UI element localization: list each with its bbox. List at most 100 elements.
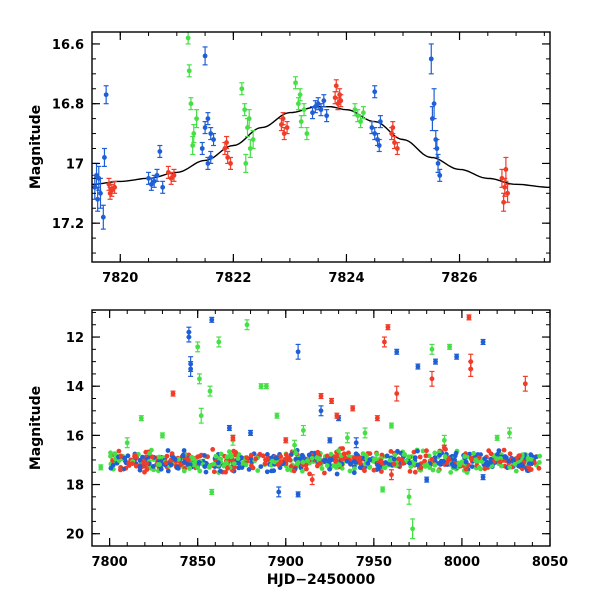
bottom-baseline-point — [303, 462, 309, 468]
bottom-baseline-point — [187, 466, 192, 471]
top-data-point — [352, 107, 358, 113]
bottom-baseline-point — [464, 470, 470, 475]
bottom-data-point — [244, 322, 250, 328]
bottom-baseline-point — [501, 447, 507, 453]
bottom-data-point — [295, 491, 301, 497]
bottom-series-blue — [186, 316, 486, 498]
top-data-point — [199, 146, 205, 151]
bottom-baseline-point — [441, 459, 446, 464]
bottom-baseline-point — [337, 462, 342, 468]
bottom-data-point — [98, 464, 104, 470]
bottom-baseline-point — [322, 459, 327, 465]
bottom-data-point — [309, 477, 315, 483]
top-y-tick-label: 17.2 — [52, 217, 84, 232]
top-data-point — [191, 131, 197, 136]
bottom-baseline-point — [332, 454, 338, 460]
top-data-point — [358, 119, 363, 125]
bottom-baseline-point — [285, 467, 290, 473]
bottom-baseline-point — [533, 454, 539, 460]
bottom-baseline-point — [309, 455, 315, 461]
bottom-baseline-point — [494, 456, 499, 462]
bottom-baseline-point — [395, 448, 400, 454]
bottom-baseline-point — [165, 468, 171, 474]
bottom-baseline-point — [340, 446, 345, 451]
bottom-data-point — [207, 388, 213, 394]
bottom-baseline-point — [537, 460, 542, 465]
top-data-point — [297, 92, 303, 98]
bottom-baseline-point — [293, 450, 299, 456]
top-data-point — [165, 169, 171, 175]
top-data-point — [160, 184, 166, 190]
top-data-point — [211, 137, 216, 142]
top-data-point — [168, 175, 174, 181]
bottom-baseline-point — [231, 461, 237, 466]
bottom-data-point — [160, 432, 165, 438]
bottom-baseline-point — [348, 461, 353, 467]
bottom-baseline-point — [300, 459, 306, 465]
top-data-point — [107, 190, 113, 196]
bottom-data-point — [186, 334, 192, 340]
bottom-data-point — [198, 413, 204, 419]
top-data-point — [437, 172, 443, 178]
top-data-point — [315, 101, 321, 107]
bottom-baseline-point — [180, 452, 186, 458]
top-data-point — [428, 56, 434, 62]
bottom-series-green — [98, 319, 512, 540]
bottom-y-tick-label: 16 — [66, 429, 84, 444]
top-data-point — [208, 131, 214, 136]
bottom-baseline-point — [462, 454, 468, 459]
bottom-data-point — [466, 314, 472, 320]
top-data-point — [369, 125, 375, 130]
bottom-baseline-point — [420, 448, 426, 454]
bottom-data-point — [170, 391, 176, 396]
top-data-point — [151, 178, 157, 184]
bottom-baseline-point — [367, 464, 373, 470]
bottom-baseline-point — [391, 461, 397, 467]
bottom-baseline-point — [526, 464, 531, 470]
top-data-point — [392, 140, 397, 145]
top-data-point — [243, 161, 249, 166]
top-axes: 7820 7822 7824 7826 16.6 16.8 17 17.2 — [52, 32, 550, 286]
bottom-baseline-point — [158, 466, 164, 472]
bottom-baseline-point — [255, 468, 261, 473]
bottom-baseline-point — [211, 461, 217, 467]
bottom-baseline-point — [147, 450, 153, 456]
bottom-baseline-point — [476, 464, 482, 470]
top-data-point — [205, 161, 211, 166]
bottom-baseline-point — [264, 469, 270, 475]
top-data-point — [355, 113, 361, 119]
bottom-baseline-point — [269, 458, 275, 464]
bottom-baseline-point — [224, 454, 230, 460]
bottom-baseline-point — [374, 451, 380, 457]
bottom-baseline-point — [144, 461, 150, 466]
top-data-point — [310, 110, 315, 116]
top-data-point — [239, 86, 245, 92]
bottom-baseline-point — [352, 466, 357, 472]
bottom-baseline-point — [373, 456, 378, 462]
top-data-point — [171, 172, 177, 178]
bottom-baseline-point — [423, 453, 429, 459]
bottom-baseline-point — [432, 450, 438, 456]
top-data-point — [100, 214, 106, 220]
top-data-point — [304, 131, 310, 136]
bottom-baseline-point — [118, 467, 123, 473]
top-data-point — [372, 89, 378, 95]
bottom-baseline-point — [149, 454, 155, 460]
bottom-baseline-point — [482, 456, 488, 461]
top-data-point — [94, 172, 99, 178]
bottom-data-point — [283, 437, 289, 443]
bottom-x-tick-label: 7900 — [268, 555, 304, 570]
top-data-point — [280, 116, 286, 122]
bottom-data-point — [195, 344, 201, 350]
bottom-data-point — [362, 430, 368, 436]
bottom-baseline-point — [164, 453, 170, 459]
top-y-tick-label: 16.8 — [52, 98, 84, 113]
top-x-tick-label: 7820 — [102, 271, 138, 286]
bottom-data-point — [454, 354, 460, 360]
bottom-data-point — [216, 339, 222, 345]
top-data-point — [228, 161, 233, 166]
bottom-baseline-point — [218, 451, 224, 457]
bottom-baseline-point — [324, 463, 330, 468]
bottom-data-point — [295, 349, 301, 355]
bottom-baseline-point — [165, 448, 171, 453]
